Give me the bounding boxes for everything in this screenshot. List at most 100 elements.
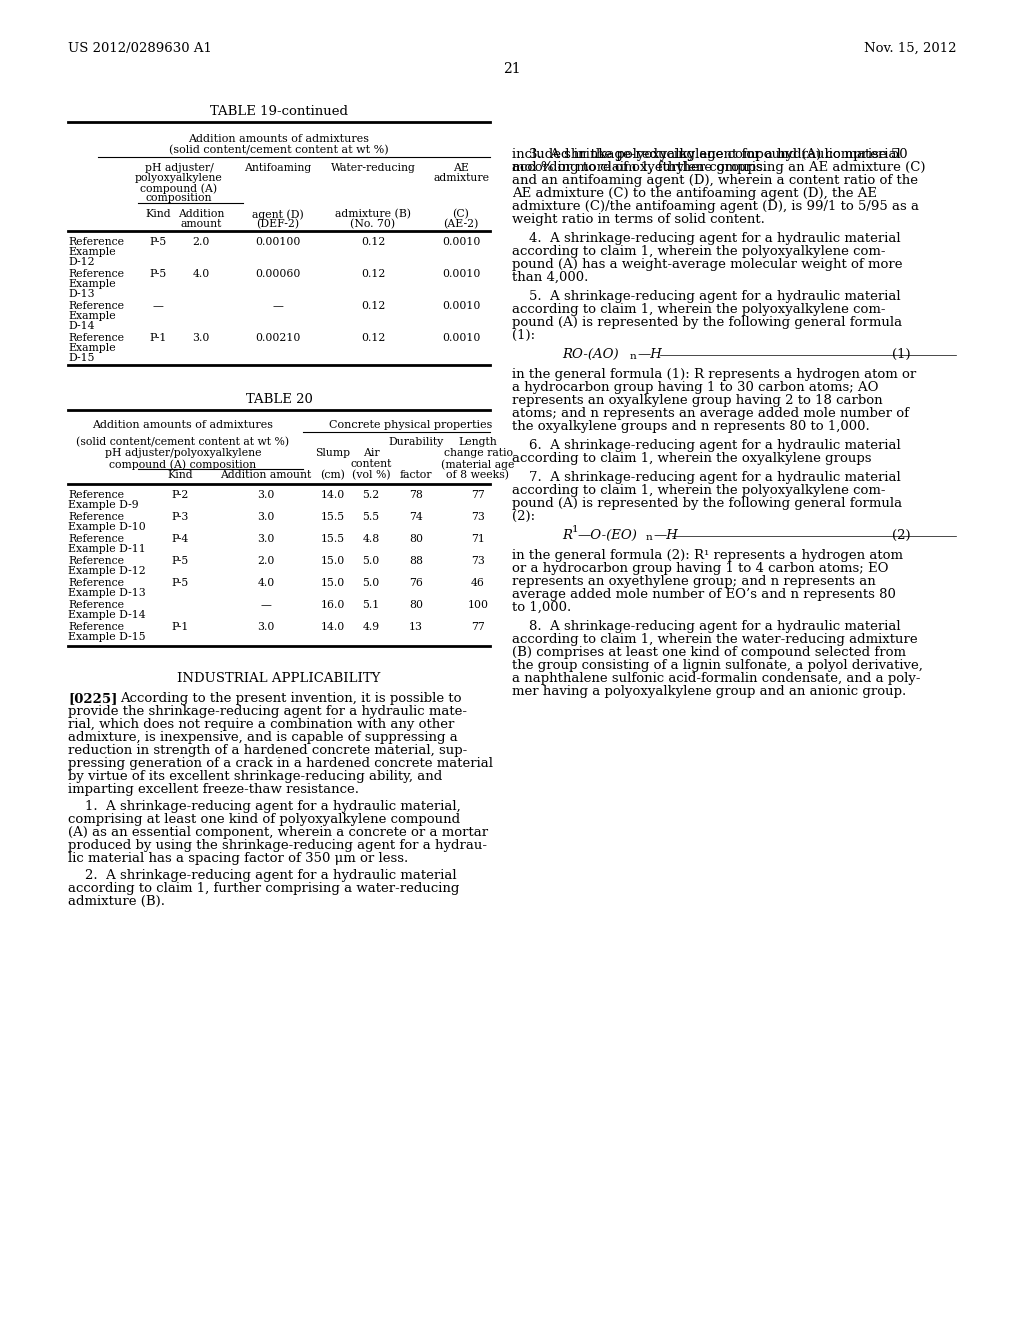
Text: P-1: P-1 [171, 622, 188, 632]
Text: in the general formula (2): R¹ represents a hydrogen atom: in the general formula (2): R¹ represent… [512, 549, 903, 562]
Text: admixture: admixture [433, 173, 489, 183]
Text: 1: 1 [572, 525, 579, 535]
Text: 3.0: 3.0 [257, 490, 274, 500]
Text: (1):: (1): [512, 329, 536, 342]
Text: included in the polyoxyalkylene compound (A) comprise 50: included in the polyoxyalkylene compound… [512, 148, 907, 161]
Text: 21: 21 [503, 62, 521, 77]
Text: 0.00100: 0.00100 [255, 238, 301, 247]
Text: 74: 74 [410, 512, 423, 521]
Text: P-3: P-3 [171, 512, 188, 521]
Text: (C): (C) [453, 209, 469, 219]
Text: according to claim 1, wherein the water-reducing admixture: according to claim 1, wherein the water-… [512, 634, 918, 645]
Text: composition: composition [145, 193, 212, 203]
Text: lic material has a spacing factor of 350 μm or less.: lic material has a spacing factor of 350… [68, 851, 409, 865]
Text: 3.0: 3.0 [257, 512, 274, 521]
Text: Reference: Reference [68, 512, 124, 521]
Text: represents an oxyalkylene group having 2 to 18 carbon: represents an oxyalkylene group having 2… [512, 393, 883, 407]
Text: Reference: Reference [68, 556, 124, 566]
Text: Addition amount: Addition amount [220, 470, 311, 480]
Text: Reference: Reference [68, 238, 124, 247]
Text: Example: Example [68, 343, 116, 352]
Text: rial, which does not require a combination with any other: rial, which does not require a combinati… [68, 718, 455, 731]
Text: than 4,000.: than 4,000. [512, 271, 589, 284]
Text: P-5: P-5 [171, 578, 188, 587]
Text: 77: 77 [471, 622, 485, 632]
Text: TABLE 19-continued: TABLE 19-continued [210, 106, 348, 117]
Text: Example D-11: Example D-11 [68, 544, 145, 554]
Text: Reference: Reference [68, 578, 124, 587]
Text: —: — [272, 301, 284, 312]
Text: n: n [646, 533, 652, 543]
Text: Reference: Reference [68, 333, 124, 343]
Text: 15.0: 15.0 [321, 578, 345, 587]
Text: comprising at least one kind of polyoxyalkylene compound: comprising at least one kind of polyoxya… [68, 813, 460, 826]
Text: 5.2: 5.2 [362, 490, 380, 500]
Text: produced by using the shrinkage-reducing agent for a hydrau-: produced by using the shrinkage-reducing… [68, 840, 487, 851]
Text: 4.0: 4.0 [257, 578, 274, 587]
Text: 7.  A shrinkage-reducing agent for a hydraulic material: 7. A shrinkage-reducing agent for a hydr… [512, 471, 901, 484]
Text: change ratio: change ratio [443, 447, 512, 458]
Text: Reference: Reference [68, 601, 124, 610]
Text: 5.  A shrinkage-reducing agent for a hydraulic material: 5. A shrinkage-reducing agent for a hydr… [512, 290, 901, 304]
Text: Addition amounts of admixtures: Addition amounts of admixtures [92, 420, 273, 430]
Text: pound (A) is represented by the following general formula: pound (A) is represented by the followin… [512, 498, 902, 510]
Text: (cm): (cm) [321, 470, 345, 480]
Text: (2):: (2): [512, 510, 536, 523]
Text: 0.12: 0.12 [360, 333, 385, 343]
Text: according to claim 1, further comprising a water-reducing: according to claim 1, further comprising… [68, 882, 460, 895]
Text: 4.8: 4.8 [362, 535, 380, 544]
Text: (material age: (material age [441, 459, 515, 470]
Text: —H: —H [654, 529, 679, 543]
Text: (B) comprises at least one kind of compound selected from: (B) comprises at least one kind of compo… [512, 645, 906, 659]
Text: weight ratio in terms of solid content.: weight ratio in terms of solid content. [512, 213, 765, 226]
Text: 3.0: 3.0 [257, 535, 274, 544]
Text: According to the present invention, it is possible to: According to the present invention, it i… [120, 692, 462, 705]
Text: 15.5: 15.5 [321, 535, 345, 544]
Text: D-15: D-15 [68, 352, 94, 363]
Text: 0.12: 0.12 [360, 269, 385, 279]
Text: 5.1: 5.1 [362, 601, 380, 610]
Text: P-5: P-5 [150, 269, 167, 279]
Text: 46: 46 [471, 578, 485, 587]
Text: 3.  A shrinkage-reducing agent for a hydraulic material: 3. A shrinkage-reducing agent for a hydr… [512, 148, 901, 161]
Text: mol % or more of oxyethylene groups.: mol % or more of oxyethylene groups. [512, 161, 767, 174]
Text: (solid content/cement content at wt %): (solid content/cement content at wt %) [77, 437, 290, 447]
Text: 73: 73 [471, 556, 485, 566]
Text: pH adjuster/: pH adjuster/ [144, 162, 213, 173]
Text: Example D-13: Example D-13 [68, 587, 145, 598]
Text: provide the shrinkage-reducing agent for a hydraulic mate-: provide the shrinkage-reducing agent for… [68, 705, 467, 718]
Text: by virtue of its excellent shrinkage-reducing ability, and: by virtue of its excellent shrinkage-red… [68, 770, 442, 783]
Text: (No. 70): (No. 70) [350, 219, 395, 230]
Text: Reference: Reference [68, 301, 124, 312]
Text: P-2: P-2 [171, 490, 188, 500]
Text: compound (A) composition: compound (A) composition [110, 459, 257, 470]
Text: 16.0: 16.0 [321, 601, 345, 610]
Text: 1.  A shrinkage-reducing agent for a hydraulic material,: 1. A shrinkage-reducing agent for a hydr… [68, 800, 461, 813]
Text: in the general formula (1): R represents a hydrogen atom or: in the general formula (1): R represents… [512, 368, 916, 381]
Text: D-12: D-12 [68, 257, 94, 267]
Text: 77: 77 [471, 490, 485, 500]
Text: pH adjuster/polyoxyalkylene: pH adjuster/polyoxyalkylene [104, 447, 261, 458]
Text: 15.5: 15.5 [321, 512, 345, 521]
Text: [0225]: [0225] [68, 692, 118, 705]
Text: P-5: P-5 [150, 238, 167, 247]
Text: according to claim 1, wherein the polyoxyalkylene com-: according to claim 1, wherein the polyox… [512, 304, 886, 315]
Text: 76: 76 [409, 578, 423, 587]
Text: Kind: Kind [167, 470, 193, 480]
Text: 15.0: 15.0 [321, 556, 345, 566]
Text: to 1,000.: to 1,000. [512, 601, 571, 614]
Text: Air: Air [362, 447, 379, 458]
Text: —H: —H [638, 348, 663, 360]
Text: a hydrocarbon group having 1 to 30 carbon atoms; AO: a hydrocarbon group having 1 to 30 carbo… [512, 381, 879, 393]
Text: R: R [562, 529, 572, 543]
Text: 0.0010: 0.0010 [441, 301, 480, 312]
Text: Nov. 15, 2012: Nov. 15, 2012 [863, 42, 956, 55]
Text: INDUSTRIAL APPLICABILITY: INDUSTRIAL APPLICABILITY [177, 672, 381, 685]
Text: compound (A): compound (A) [140, 183, 217, 194]
Text: pound (A) is represented by the following general formula: pound (A) is represented by the followin… [512, 315, 902, 329]
Text: 0.12: 0.12 [360, 301, 385, 312]
Text: 80: 80 [409, 601, 423, 610]
Text: amount: amount [180, 219, 221, 228]
Text: Example D-9: Example D-9 [68, 500, 138, 510]
Text: 2.0: 2.0 [257, 556, 274, 566]
